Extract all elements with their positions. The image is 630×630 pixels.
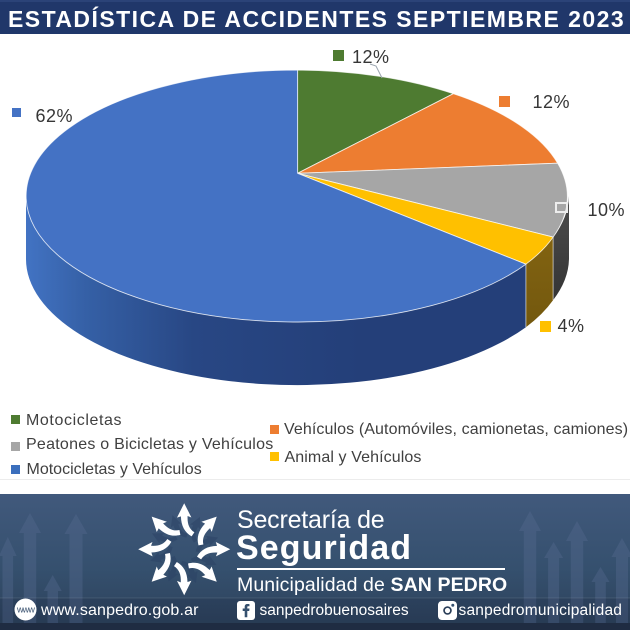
svg-text:www: www bbox=[16, 604, 35, 614]
